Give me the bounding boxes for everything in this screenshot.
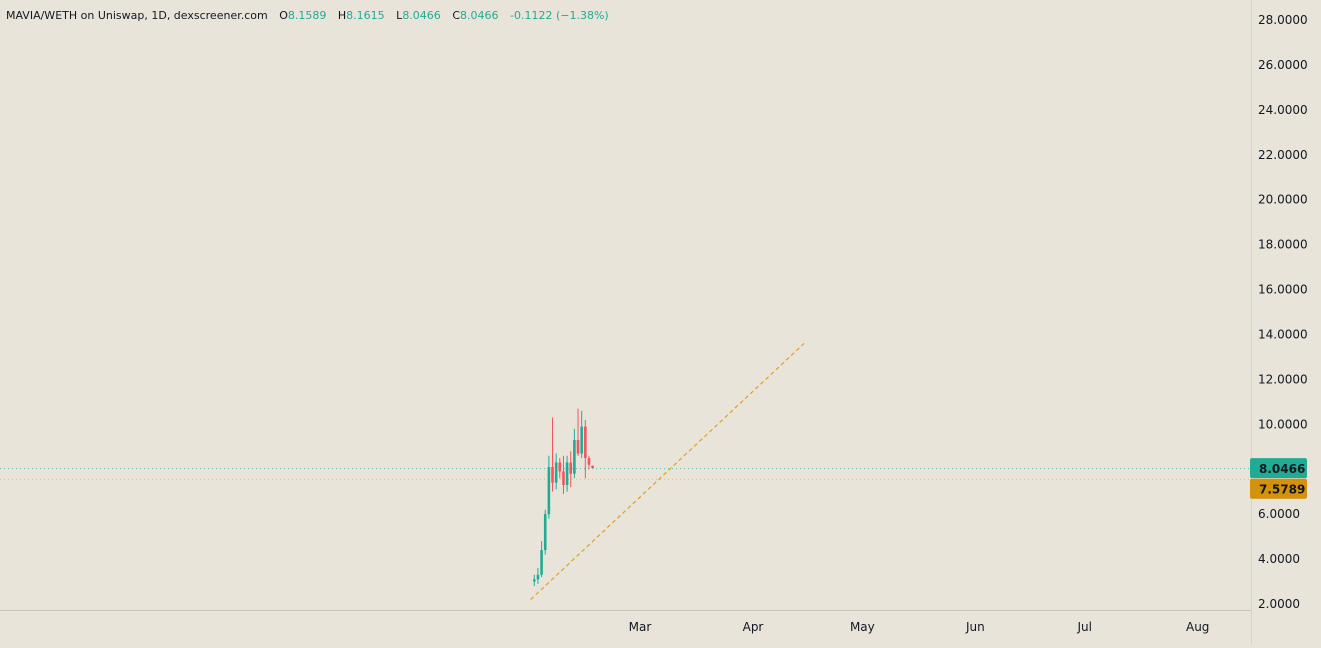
y-tick-label: 12.0000 [1258,372,1308,386]
candle-body[interactable] [554,462,558,483]
y-axis[interactable]: 28.0000 26.0000 24.0000 22.0000 20.0000 18.00… [1258,13,1308,611]
legend-low-value: 8.0466 [402,9,441,22]
y-tick-label: 28.0000 [1258,13,1308,27]
price-marker-badge [1250,478,1307,499]
legend-close-label: C [452,9,460,22]
candle-body[interactable] [536,574,540,580]
y-tick-label: 2.0000 [1258,597,1300,611]
candle-body[interactable] [565,462,569,485]
candles-layer[interactable] [532,408,594,587]
x-tick-label: Jul [1076,620,1091,634]
x-tick-label: Mar [629,620,652,634]
legend-change: -0.1122 (−1.38%) [510,9,609,22]
x-tick-label: Apr [743,620,764,634]
grid-layer [0,468,1251,480]
y-tick-label: 6.0000 [1258,507,1300,521]
y-tick-label: 10.0000 [1258,417,1308,431]
legend-open-value: 8.1589 [287,9,327,22]
legend-low-label: L [396,9,403,22]
last-price-label: 8.0466 [1259,462,1305,476]
price-labels: 8.0466 7.5789 [1250,458,1307,499]
y-tick-label: 18.0000 [1258,238,1308,252]
legend-title: MAVIA/WETH on Uniswap, 1D, dexscreener.c… [6,9,268,22]
candle-body[interactable] [532,579,536,582]
candle-body[interactable] [576,440,580,454]
price-marker-label: 7.5789 [1259,483,1305,497]
y-tick-label: 26.0000 [1258,58,1308,72]
candle-body[interactable] [587,458,591,465]
candle-body[interactable] [540,550,543,575]
candle-body[interactable] [562,471,565,485]
y-tick-label: 16.0000 [1258,283,1308,297]
x-tick-label: Jun [965,620,985,634]
y-tick-label: 4.0000 [1258,552,1300,566]
x-tick-label: May [850,620,875,634]
candle-body[interactable] [591,465,594,469]
candle-body[interactable] [551,466,554,483]
legend-close-value: 8.0466 [460,9,499,22]
x-axis[interactable]: Mar Apr May Jun Jul Aug [629,620,1210,634]
legend-high-value: 8.1615 [346,9,385,22]
legend: MAVIA/WETH on Uniswap, 1D, dexscreener.c… [6,9,609,22]
y-tick-label: 22.0000 [1258,148,1308,162]
x-tick-label: Aug [1186,620,1209,634]
candle-body[interactable] [573,440,576,474]
candle-body[interactable] [543,514,547,551]
candle-body[interactable] [580,426,583,454]
legend-open-label: O [279,9,288,22]
candle-body[interactable] [569,462,573,474]
legend-high-label: H [337,9,347,22]
candle-body[interactable] [584,426,587,458]
candle-body[interactable] [547,466,551,515]
last-price-badge [1250,458,1307,479]
y-tick-label: 20.0000 [1258,193,1308,207]
y-tick-label: 14.0000 [1258,327,1308,341]
y-tick-label: 24.0000 [1258,103,1308,117]
candle-body[interactable] [558,462,562,472]
